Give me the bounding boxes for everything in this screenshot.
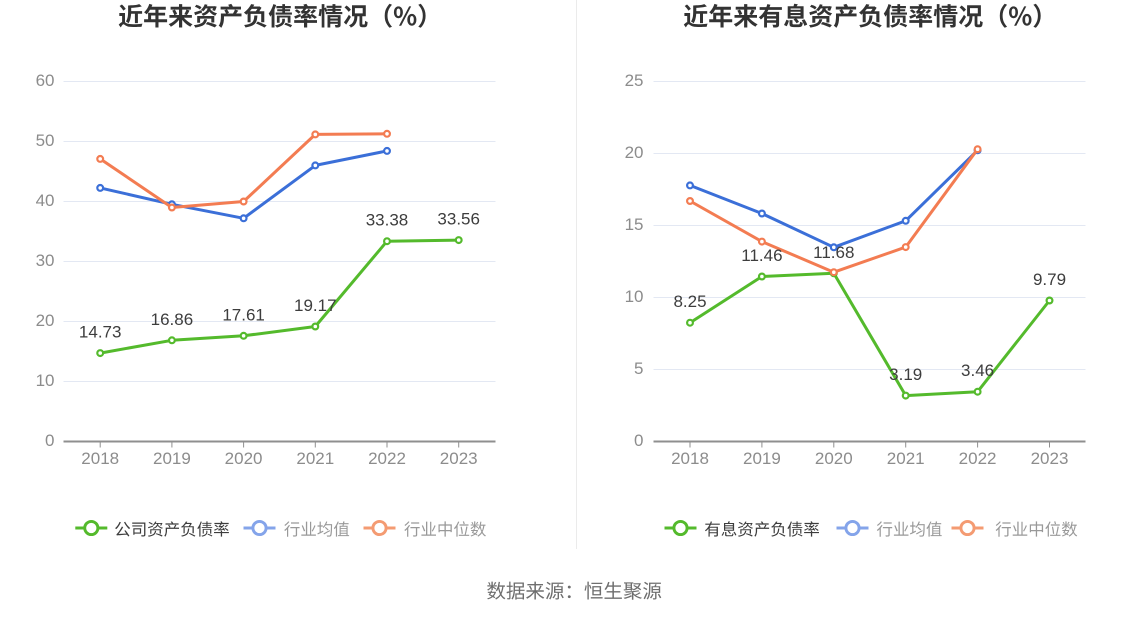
svg-text:2021: 2021 bbox=[296, 449, 334, 468]
svg-text:11.46: 11.46 bbox=[741, 246, 782, 265]
svg-text:8.25: 8.25 bbox=[673, 292, 706, 311]
svg-text:16.86: 16.86 bbox=[151, 310, 194, 329]
svg-text:60: 60 bbox=[36, 71, 55, 90]
svg-text:50: 50 bbox=[36, 131, 55, 150]
svg-text:2020: 2020 bbox=[225, 449, 263, 468]
svg-text:2022: 2022 bbox=[368, 449, 406, 468]
svg-text:2019: 2019 bbox=[743, 449, 781, 468]
svg-text:20: 20 bbox=[36, 311, 55, 330]
svg-text:5: 5 bbox=[634, 359, 643, 378]
svg-text:9.79: 9.79 bbox=[1033, 270, 1066, 289]
svg-text:3.46: 3.46 bbox=[961, 361, 994, 380]
svg-text:2018: 2018 bbox=[81, 449, 119, 468]
svg-text:30: 30 bbox=[36, 251, 55, 270]
svg-text:2020: 2020 bbox=[815, 449, 853, 468]
svg-text:17.61: 17.61 bbox=[222, 305, 265, 324]
svg-text:11.68: 11.68 bbox=[813, 243, 854, 262]
svg-text:15: 15 bbox=[625, 215, 644, 234]
svg-text:14.73: 14.73 bbox=[79, 323, 122, 342]
svg-text:20: 20 bbox=[625, 143, 644, 162]
svg-text:10: 10 bbox=[625, 287, 644, 306]
svg-text:19.17: 19.17 bbox=[294, 296, 337, 315]
svg-text:2023: 2023 bbox=[440, 449, 478, 468]
svg-text:0: 0 bbox=[634, 431, 643, 450]
svg-text:0: 0 bbox=[45, 431, 54, 450]
svg-text:3.19: 3.19 bbox=[889, 365, 922, 384]
svg-text:2021: 2021 bbox=[887, 449, 925, 468]
svg-text:2018: 2018 bbox=[671, 449, 709, 468]
svg-text:2023: 2023 bbox=[1031, 449, 1069, 468]
svg-text:33.38: 33.38 bbox=[366, 211, 409, 230]
svg-text:25: 25 bbox=[625, 71, 644, 90]
svg-text:33.56: 33.56 bbox=[437, 210, 480, 229]
svg-text:2022: 2022 bbox=[959, 449, 997, 468]
svg-text:2019: 2019 bbox=[153, 449, 191, 468]
svg-text:40: 40 bbox=[36, 191, 55, 210]
svg-text:10: 10 bbox=[36, 371, 55, 390]
